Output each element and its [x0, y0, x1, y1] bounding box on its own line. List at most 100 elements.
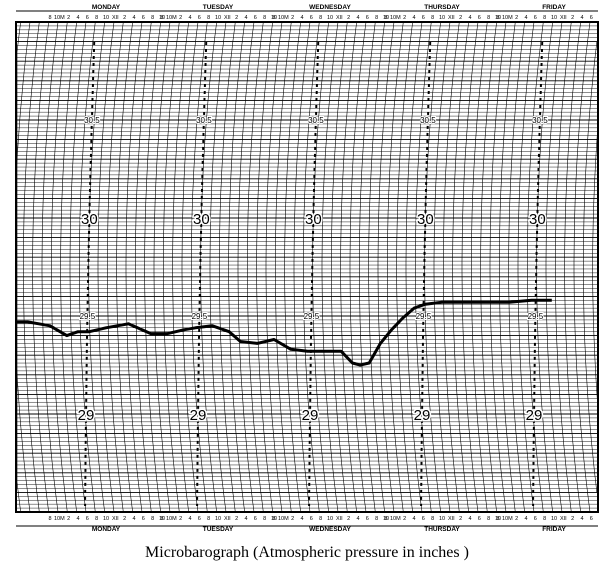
grid-vline [265, 21, 283, 513]
grid-vline [377, 21, 395, 513]
pressure-label: 29.5 [192, 312, 208, 321]
header-hour-tick: XII [336, 15, 343, 21]
header-hour-tick: 4 [524, 15, 527, 21]
header-hour-tick: 10 [327, 15, 333, 21]
header-hour-tick: 8 [319, 15, 322, 21]
grid-vline [97, 21, 115, 513]
footer-hour-tick: 10 [271, 516, 277, 522]
grid-vline [396, 21, 413, 513]
header-hour-tick: 10M [54, 15, 65, 21]
grid-vline [545, 21, 563, 513]
footer-hour-tick: 10 [215, 516, 221, 522]
grid-vline [237, 21, 255, 513]
grid-vline [16, 21, 21, 513]
grid-vline [452, 21, 469, 513]
grid-vline [209, 21, 227, 513]
footer-hour-tick: 8 [384, 516, 387, 522]
header-hour-tick: 4 [580, 15, 583, 21]
footer-hour-tick: 2 [347, 516, 350, 522]
header-hour-tick: 4 [356, 15, 359, 21]
footer-hour-tick: 8 [496, 516, 499, 522]
pressure-label: 30 [81, 211, 98, 228]
header-day-label: TUESDAY [203, 4, 234, 11]
header-hour-tick: 10M [390, 15, 401, 21]
grid-vline [349, 21, 367, 513]
grid-vline [219, 21, 236, 513]
pressure-label: 29 [190, 407, 207, 424]
header-hour-tick: 4 [468, 15, 471, 21]
grid-vline [181, 21, 199, 513]
footer-hour-tick: 8 [160, 516, 163, 522]
header-hour-tick: 10 [215, 15, 221, 21]
grid-vline [508, 21, 525, 513]
footer-hour-tick: 4 [412, 516, 415, 522]
header-day-label: THURSDAY [424, 4, 460, 11]
header-hour-tick: 8 [487, 15, 490, 21]
footer-day-label: FRIDAY [542, 526, 566, 533]
header-hour-tick: 8 [207, 15, 210, 21]
footer-hour-tick: 4 [468, 516, 471, 522]
header-hour-tick: 2 [179, 15, 182, 21]
header-hour-tick: 2 [459, 15, 462, 21]
header-hour-tick: 6 [310, 15, 313, 21]
footer-hour-tick: 10 [103, 516, 109, 522]
grid-vline [489, 21, 507, 513]
grid-vline [303, 21, 320, 513]
header-hour-tick: 8 [263, 15, 266, 21]
header-hour-tick: 2 [403, 15, 406, 21]
header-hour-tick: 10 [383, 15, 389, 21]
header-hour-tick: 4 [300, 15, 303, 21]
grid-vline [359, 21, 376, 513]
header-hour-tick: 6 [534, 15, 537, 21]
header-hour-tick: 8 [431, 15, 434, 21]
footer-day-label: MONDAY [92, 526, 121, 533]
pressure-label: 30.5 [308, 116, 324, 125]
footer-hour-tick: 4 [244, 516, 247, 522]
footer-hour-tick: 10M [390, 516, 401, 522]
grid-vline [163, 21, 180, 513]
grid-vline [16, 21, 31, 513]
footer-hour-tick: 4 [300, 516, 303, 522]
day-arc [308, 41, 320, 506]
grid-vline [293, 21, 311, 513]
footer-hour-tick: 6 [310, 516, 313, 522]
footer-hour-tick: 4 [356, 516, 359, 522]
grid-vline [433, 21, 451, 513]
header-hour-tick: 6 [366, 15, 369, 21]
grid-vline [135, 21, 152, 513]
grid-vline [443, 21, 460, 513]
grid-vline [116, 21, 133, 513]
header-hour-tick: 6 [590, 15, 593, 21]
day-arc [196, 41, 208, 506]
grid-vline [499, 21, 516, 513]
footer-hour-tick: 6 [254, 516, 257, 522]
grid-vline [107, 21, 124, 513]
header-hour-tick: 4 [188, 15, 191, 21]
grid-vline [340, 21, 357, 513]
pressure-label: 30 [193, 211, 210, 228]
footer-hour-tick: 6 [198, 516, 201, 522]
chart-frame [15, 21, 599, 513]
header-hour-tick: 2 [515, 15, 518, 21]
pressure-label: 29.5 [416, 312, 432, 321]
grid-vline [191, 21, 208, 513]
grid-vline [517, 21, 535, 513]
header-hour-tick: 8 [375, 15, 378, 21]
header-day-label: WEDNESDAY [309, 4, 351, 11]
grid-vline [527, 21, 544, 513]
pressure-label: 30 [305, 211, 322, 228]
chart-caption: Microbarograph (Atmospheric pressure in … [145, 544, 469, 561]
grid-vline [228, 21, 245, 513]
footer-hour-tick: 6 [86, 516, 89, 522]
grid-vline [51, 21, 68, 513]
footer-hour-tick: 8 [487, 516, 490, 522]
footer-hour-tick: 10M [54, 516, 65, 522]
grid-vline [256, 21, 273, 513]
footer-hour-tick: 4 [580, 516, 583, 522]
header-hour-tick: 6 [254, 15, 257, 21]
header-hour-tick: 4 [244, 15, 247, 21]
header-hour-tick: 6 [198, 15, 201, 21]
grid-vline [247, 21, 264, 513]
footer-hour-tick: XII [336, 516, 343, 522]
